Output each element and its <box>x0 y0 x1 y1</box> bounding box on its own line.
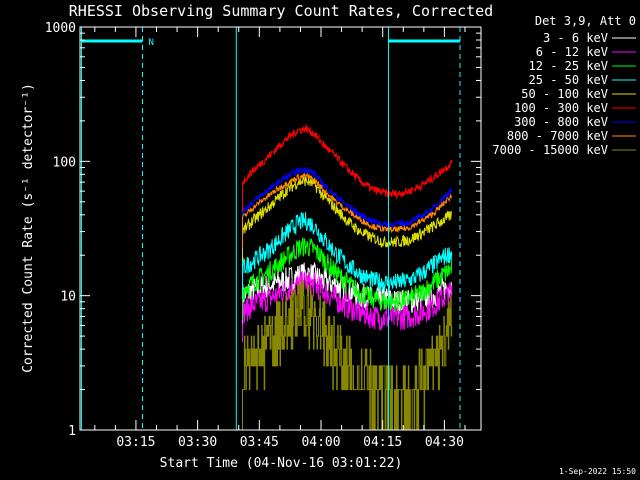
y-tick-label: 100 <box>53 155 76 170</box>
y-tick-label: 1000 <box>45 21 76 36</box>
x-tick-label: 04:30 <box>425 435 464 450</box>
legend-entry-label: 50 - 100 keV <box>521 87 608 101</box>
timestamp: 1-Sep-2022 15:50 <box>559 467 636 476</box>
x-tick-label: 04:00 <box>301 435 340 450</box>
chart-title: RHESSI Observing Summary Count Rates, Co… <box>69 2 493 20</box>
series-100-300-kev-line <box>242 123 453 212</box>
x-axis-label: Start Time (04-Nov-16 03:01:22) <box>160 456 403 471</box>
x-tick-label: 03:30 <box>178 435 217 450</box>
y-tick-label: 1 <box>68 424 76 439</box>
legend-entry-label: 800 - 7000 keV <box>507 129 608 143</box>
series-layer <box>242 123 453 431</box>
legend-entry-label: 25 - 50 keV <box>529 73 608 87</box>
series-12-25-kev-line <box>242 237 453 320</box>
series-7000-15000-kev-line <box>242 279 453 431</box>
x-tick-label: 04:15 <box>363 435 402 450</box>
x-tick-label: 03:15 <box>116 435 155 450</box>
x-tick-label: 03:45 <box>240 435 279 450</box>
axis-layer: 03:15 03:30 03:45 04:00 04:15 04:30 1 10 100 1000 <box>45 21 482 450</box>
series-800-7000-kev-line <box>242 172 453 248</box>
series-300-800-kev-line <box>242 166 453 242</box>
legend-entry-label: 6 - 12 keV <box>536 45 608 59</box>
legend-entry-label: 12 - 25 keV <box>529 59 608 73</box>
y-tick-label: 10 <box>60 290 76 305</box>
series-25-50-kev-line <box>242 211 453 298</box>
series-50-100-kev-line <box>242 175 453 262</box>
legend-entry-label: 100 - 300 keV <box>514 101 608 115</box>
y-axis-label: Corrected Count Rate (s⁻¹ detector⁻¹) <box>21 83 36 373</box>
legend-entry-label: 300 - 800 keV <box>514 115 608 129</box>
series-6-12-kev-line <box>242 270 453 343</box>
annotation-layer: N <box>80 27 461 430</box>
legend-entry-label: 7000 - 15000 keV <box>492 143 608 157</box>
axes-frame <box>79 26 482 431</box>
legend-header: Det 3,9, Att 0 <box>535 14 636 28</box>
flag-label: N <box>149 38 154 48</box>
legend-entry-label: 3 - 6 keV <box>543 31 608 45</box>
